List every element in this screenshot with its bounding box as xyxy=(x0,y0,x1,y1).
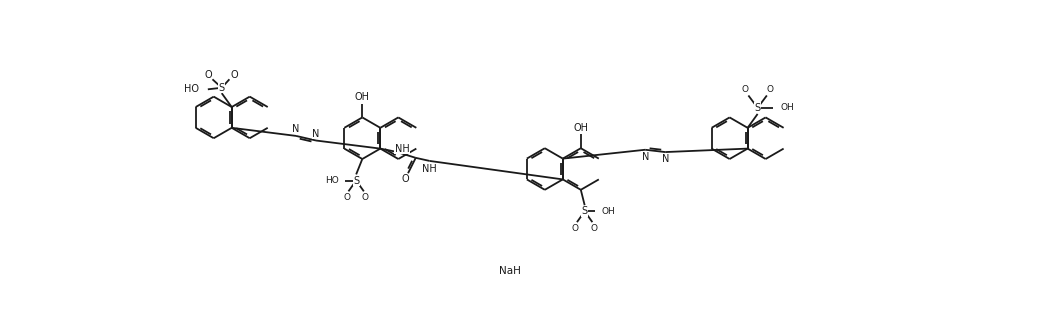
Text: O: O xyxy=(230,70,238,80)
Text: N: N xyxy=(662,154,669,164)
Text: NH: NH xyxy=(395,144,410,154)
Text: S: S xyxy=(353,176,359,186)
Text: HO: HO xyxy=(183,84,199,94)
Text: O: O xyxy=(767,85,773,94)
Text: O: O xyxy=(572,224,579,233)
Text: S: S xyxy=(581,206,588,216)
Text: O: O xyxy=(362,193,369,202)
Text: NH: NH xyxy=(422,164,437,174)
Text: O: O xyxy=(591,224,597,233)
Text: NaH: NaH xyxy=(499,266,521,276)
Text: OH: OH xyxy=(355,92,370,102)
Text: N: N xyxy=(642,152,649,162)
Text: N: N xyxy=(293,124,300,134)
Text: OH: OH xyxy=(780,103,794,112)
Text: N: N xyxy=(313,129,320,139)
Text: O: O xyxy=(344,193,350,202)
Text: O: O xyxy=(401,174,408,184)
Text: HO: HO xyxy=(325,176,340,185)
Text: O: O xyxy=(204,70,212,80)
Text: OH: OH xyxy=(573,123,589,133)
Text: S: S xyxy=(219,83,225,93)
Text: S: S xyxy=(754,103,761,113)
Text: OH: OH xyxy=(601,207,616,216)
Text: O: O xyxy=(742,85,749,94)
